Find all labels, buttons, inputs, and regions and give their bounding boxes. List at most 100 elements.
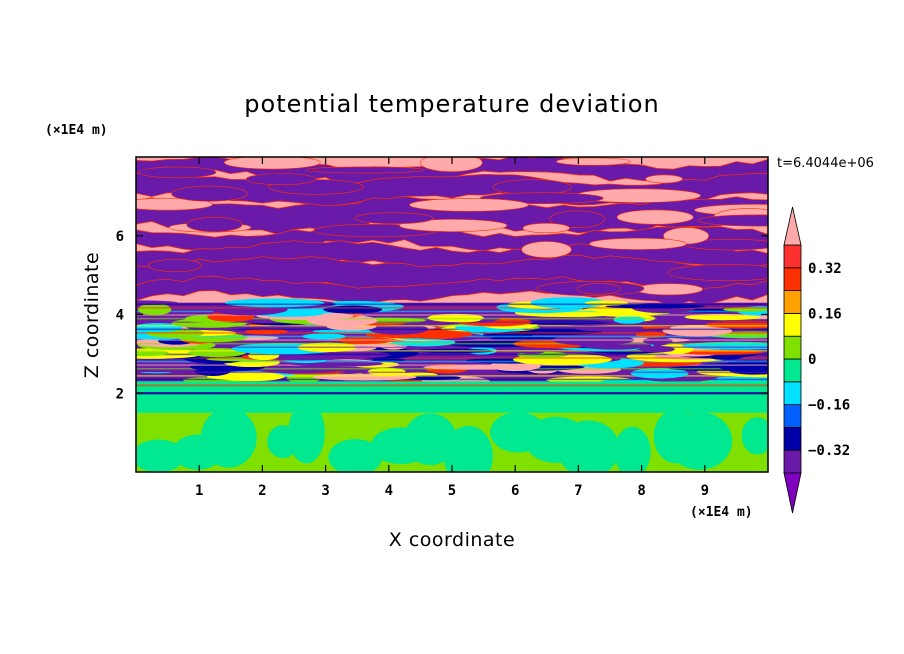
colorbar-swatch [783,381,802,405]
mixed-eddy [630,368,689,379]
mixed-streak [136,307,768,309]
band-line [136,384,768,387]
mixed-streak [136,342,768,345]
mixed-streak [136,360,768,363]
upper-lens [522,223,570,234]
upper-lens [409,198,529,212]
mixed-eddy [402,303,498,311]
mixed-streak [136,310,768,313]
x-tick-label: 6 [511,483,519,499]
convective-cell [136,439,185,472]
colorbar-top-arrow [783,206,802,246]
upper-lens [138,166,217,179]
upper-lens [697,214,768,227]
time-label: t=6.4044e+06 [777,156,874,171]
upper-lens [556,157,631,166]
colorbar: 0.32 0.16 0 −0.16 −0.32 [783,206,850,514]
convective-cell [200,408,257,468]
convective-cell [403,413,457,466]
x-tick-label: 8 [637,483,645,499]
mixed-streak [136,357,768,359]
upper-lens [420,157,483,172]
upper-lens [616,209,694,225]
plot-area [136,157,768,472]
convective-cell [288,402,325,464]
upper-lens [589,237,687,250]
mixed-streak [136,332,768,334]
colorbar-swatch [783,335,802,360]
convective-cell [614,426,651,472]
colorbar-swatch [783,312,802,337]
x-tick-label: 5 [448,483,456,499]
upper-lens [492,179,572,195]
mixed-eddy [613,316,646,324]
upper-lens [186,216,243,233]
convective-cell [328,438,383,472]
upper-lens [305,166,425,174]
mixed-eddy [312,373,417,381]
colorbar-label: 0.16 [808,306,842,322]
upper-lens [136,197,213,211]
colorbar-label: 0.32 [808,261,842,277]
upper-lens [549,210,605,228]
colorbar-swatch [783,426,802,451]
colorbar-swatch [783,244,802,269]
mixed-streak [136,303,768,306]
x-unit-label: (×1E4 m) [690,505,753,520]
mixed-streak [136,321,768,323]
upper-lens [148,258,202,273]
mixed-eddy [605,304,706,309]
convective-cell [443,425,493,472]
upper-lens [399,219,508,232]
x-tick-label: 3 [321,483,329,499]
upper-lens [521,241,572,258]
colorbar-bottom-arrow [783,472,802,514]
mixed-streak [136,375,768,377]
mixed-streak [136,378,768,381]
colorbar-swatch [783,449,802,474]
convective-cell [557,420,620,472]
y-tick-label: 6 [116,229,124,245]
mixed-streak [136,314,768,316]
colorbar-label: −0.32 [808,443,850,459]
mixed-streak [136,317,768,320]
upper-lens [171,185,248,202]
upper-lens [645,174,683,184]
upper-lens [245,173,317,185]
y-tick-label: 4 [116,308,124,324]
mixed-eddy [662,325,733,337]
upper-lens [576,283,622,295]
mixed-streak [136,328,768,331]
upper-lens [667,264,768,281]
y-axis-label: Z coordinate [81,252,103,378]
upper-lens [634,283,703,296]
x-axis: 1 2 3 4 5 6 7 8 9 [195,157,709,499]
mixed-streak [136,346,768,349]
colorbar-label: −0.16 [808,398,850,414]
mixed-eddy [530,297,608,309]
colorbar-swatch [783,267,802,291]
x-tick-label: 9 [701,483,709,499]
y-tick-label: 2 [116,386,124,402]
x-tick-label: 4 [385,483,393,499]
convective-cell [741,417,768,455]
mixed-streak [136,364,768,366]
mixed-eddy [138,303,172,316]
colorbar-swatch [783,358,802,383]
mixed-eddy [642,337,673,345]
mixed-streak [136,353,768,356]
colorbar-swatch [783,290,802,314]
mixed-streak [136,324,768,327]
uniform-band [136,381,768,413]
colorbar-swatch [783,404,802,428]
upper-lens [223,157,321,170]
x-tick-label: 2 [258,483,266,499]
y-unit-label: (×1E4 m) [45,123,108,138]
x-tick-label: 1 [195,483,203,499]
mixed-eddy [423,364,531,370]
band-line [136,392,768,395]
convective-cell [666,412,733,470]
y-axis: 2 4 6 [116,229,768,402]
mixed-streak [136,350,768,352]
